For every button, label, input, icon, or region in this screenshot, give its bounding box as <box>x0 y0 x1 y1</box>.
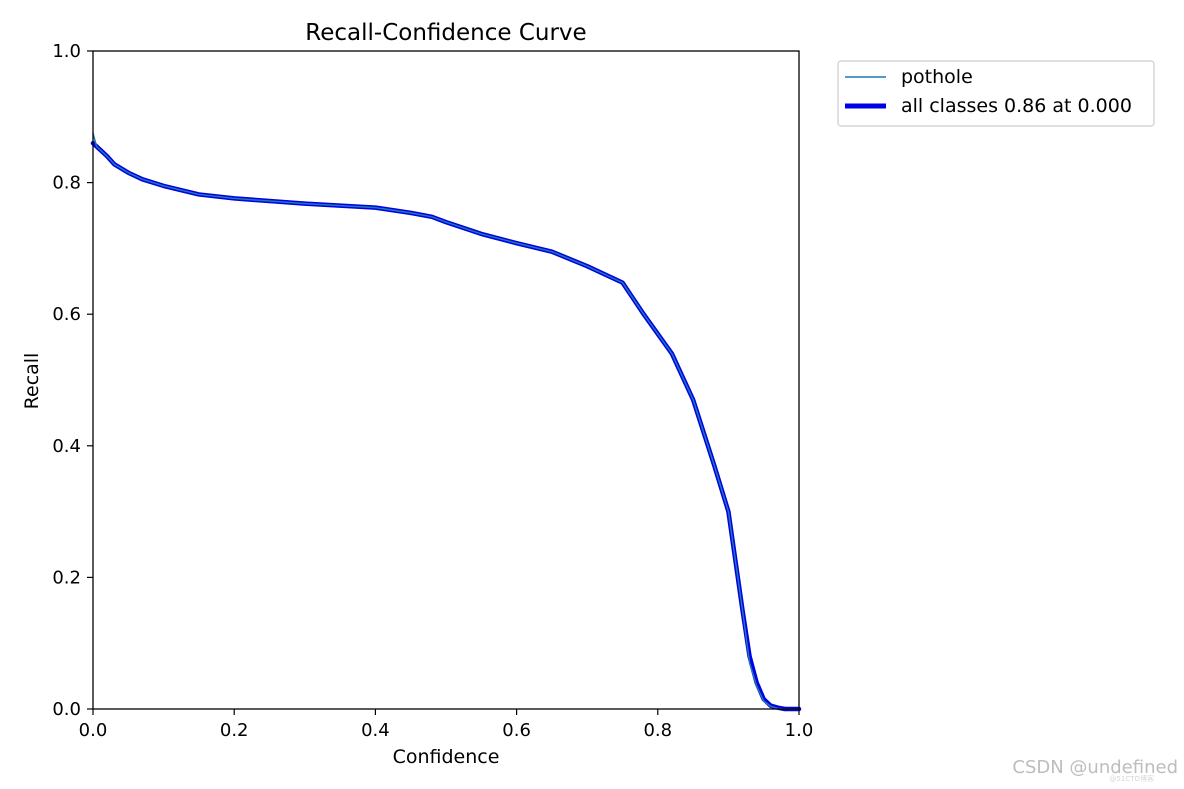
watermark-subtext: @51CTO博客 <box>1109 775 1154 783</box>
series-line-all-classes <box>90 140 802 712</box>
watermark: CSDN @undefined <box>1012 757 1178 778</box>
x-tick-label: 0.2 <box>220 720 249 741</box>
y-tick-label: 0.8 <box>52 173 81 194</box>
legend-label-pothole: pothole <box>901 66 973 88</box>
y-tick-label: 0.4 <box>52 436 81 457</box>
y-tick-label: 0.2 <box>52 567 81 588</box>
x-tick-label: 1.0 <box>785 720 814 741</box>
legend-frame <box>837 60 1155 127</box>
x-axis-label: Confidence <box>393 746 500 768</box>
legend: pothole all classes 0.86 at 0.000 <box>837 60 1155 127</box>
plot-area: 0.0 0.2 0.4 0.6 0.8 1.0 0.0 0.2 0.4 0.6 0.8 1.0 <box>52 41 813 741</box>
y-tick-label: 0.6 <box>52 304 81 325</box>
x-tick-label: 0.6 <box>502 720 531 741</box>
x-tick-label: 0.4 <box>361 720 390 741</box>
chart-title: Recall-Confidence Curve <box>305 20 586 46</box>
y-axis-label: Recall <box>21 353 43 410</box>
x-tick-label: 0.8 <box>643 720 672 741</box>
axes-frame <box>92 50 800 710</box>
series-line-pothole <box>92 132 800 710</box>
y-tick-label: 1.0 <box>52 41 81 62</box>
y-tick-label: 0.0 <box>52 699 81 720</box>
legend-label-all-classes: all classes 0.86 at 0.000 <box>901 95 1132 117</box>
x-tick-label: 0.0 <box>79 720 108 741</box>
